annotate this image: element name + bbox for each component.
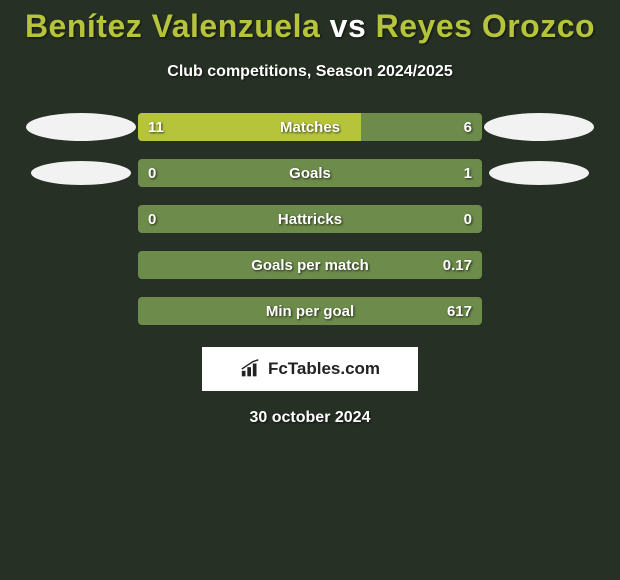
left-icon-slot (24, 113, 138, 141)
comparison-subtitle: Club competitions, Season 2024/2025 (0, 63, 620, 81)
stat-label: Min per goal (138, 297, 482, 325)
player-right-icon (484, 113, 594, 141)
title-left-player: Benítez Valenzuela (25, 8, 330, 44)
stat-row: 116Matches (8, 113, 612, 141)
title-vs: vs (330, 8, 367, 44)
right-icon-slot (482, 161, 596, 185)
fctables-logo[interactable]: FcTables.com (202, 347, 418, 391)
stat-bar: 00Hattricks (138, 205, 482, 233)
stat-label: Goals per match (138, 251, 482, 279)
left-icon-slot (24, 161, 138, 185)
stat-bar: 116Matches (138, 113, 482, 141)
stat-row: 617Min per goal (8, 297, 612, 325)
stat-bar: 01Goals (138, 159, 482, 187)
stat-bar: 0.17Goals per match (138, 251, 482, 279)
player-left-icon (26, 113, 136, 141)
player-left-icon (31, 161, 131, 185)
bar-chart-icon (240, 359, 262, 379)
stat-row: 01Goals (8, 159, 612, 187)
stat-row: 0.17Goals per match (8, 251, 612, 279)
player-right-icon (489, 161, 589, 185)
stat-bar: 617Min per goal (138, 297, 482, 325)
title-right-player: Reyes Orozco (366, 8, 595, 44)
date-text: 30 october 2024 (0, 409, 620, 427)
right-icon-slot (482, 113, 596, 141)
stat-label: Hattricks (138, 205, 482, 233)
stats-rows: 116Matches 01Goals 00Hattricks 0.17Goals pe… (0, 113, 620, 325)
stat-label: Matches (138, 113, 482, 141)
comparison-title: Benítez Valenzuela vs Reyes Orozco (0, 0, 620, 45)
logo-text: FcTables.com (268, 359, 380, 379)
stat-row: 00Hattricks (8, 205, 612, 233)
stat-label: Goals (138, 159, 482, 187)
